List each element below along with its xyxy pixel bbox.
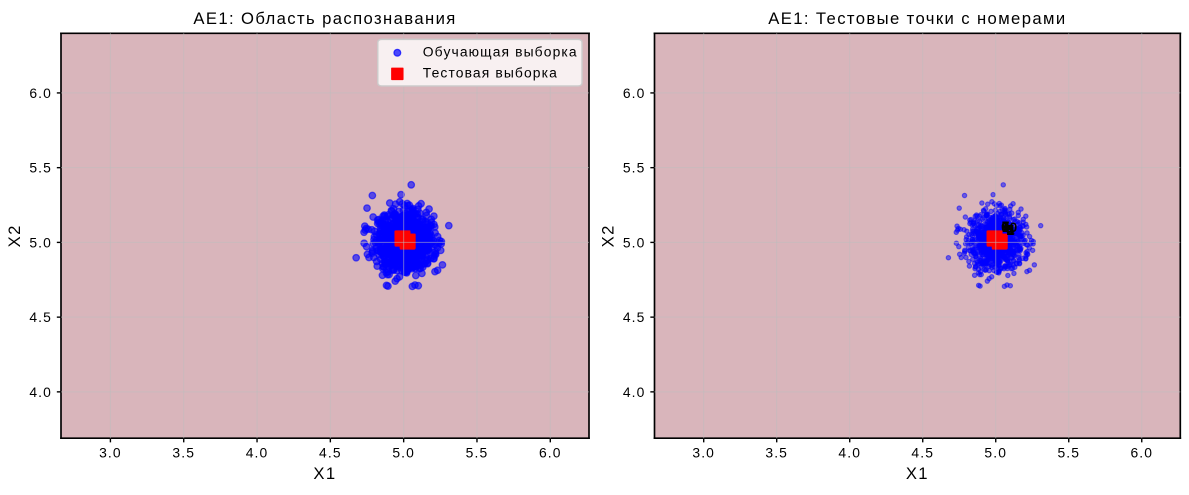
svg-text:Обучающая выборка: Обучающая выборка [423, 43, 578, 59]
svg-text:Тестовая выборка: Тестовая выборка [423, 65, 558, 81]
svg-text:4.5: 4.5 [29, 309, 52, 325]
svg-text:8: 8 [1002, 219, 1010, 235]
svg-text:4.0: 4.0 [246, 444, 269, 460]
svg-text:X1: X1 [313, 464, 336, 483]
svg-text:5.5: 5.5 [1057, 444, 1080, 460]
svg-text:10: 10 [1002, 219, 1018, 235]
svg-text:5.5: 5.5 [466, 444, 489, 460]
svg-text:3.0: 3.0 [692, 444, 715, 460]
svg-text:2: 2 [1007, 222, 1015, 238]
svg-text:4.5: 4.5 [623, 309, 646, 325]
svg-text:3.5: 3.5 [765, 444, 788, 460]
svg-text:4.5: 4.5 [911, 444, 934, 460]
svg-text:6.0: 6.0 [623, 85, 646, 101]
svg-text:5.5: 5.5 [29, 160, 52, 176]
svg-text:AE1: Область распознавания: AE1: Область распознавания [193, 9, 456, 28]
svg-text:4.0: 4.0 [838, 444, 861, 460]
svg-text:9: 9 [1001, 219, 1009, 235]
svg-text:7: 7 [1002, 218, 1010, 234]
svg-text:3.0: 3.0 [99, 444, 122, 460]
svg-text:5.5: 5.5 [623, 160, 646, 176]
svg-text:AE1: Тестовые точки с номерами: AE1: Тестовые точки с номерами [768, 9, 1066, 28]
svg-text:4: 4 [1006, 222, 1014, 238]
svg-text:1: 1 [1007, 221, 1015, 237]
svg-text:5.0: 5.0 [392, 444, 415, 460]
svg-text:3.5: 3.5 [172, 444, 195, 460]
svg-text:5: 5 [1007, 222, 1015, 238]
svg-text:6: 6 [1001, 218, 1009, 234]
svg-text:3: 3 [1006, 222, 1014, 238]
svg-text:X2: X2 [599, 224, 618, 247]
svg-text:4.5: 4.5 [319, 444, 342, 460]
svg-text:X2: X2 [5, 224, 24, 247]
svg-text:6.0: 6.0 [539, 444, 562, 460]
svg-text:5.0: 5.0 [984, 444, 1007, 460]
svg-text:5.0: 5.0 [623, 234, 646, 250]
svg-text:4.0: 4.0 [29, 384, 52, 400]
svg-text:X1: X1 [906, 464, 929, 483]
svg-text:5.0: 5.0 [29, 234, 52, 250]
svg-text:6.0: 6.0 [1130, 444, 1153, 460]
svg-text:4.0: 4.0 [623, 384, 646, 400]
svg-text:6.0: 6.0 [29, 85, 52, 101]
